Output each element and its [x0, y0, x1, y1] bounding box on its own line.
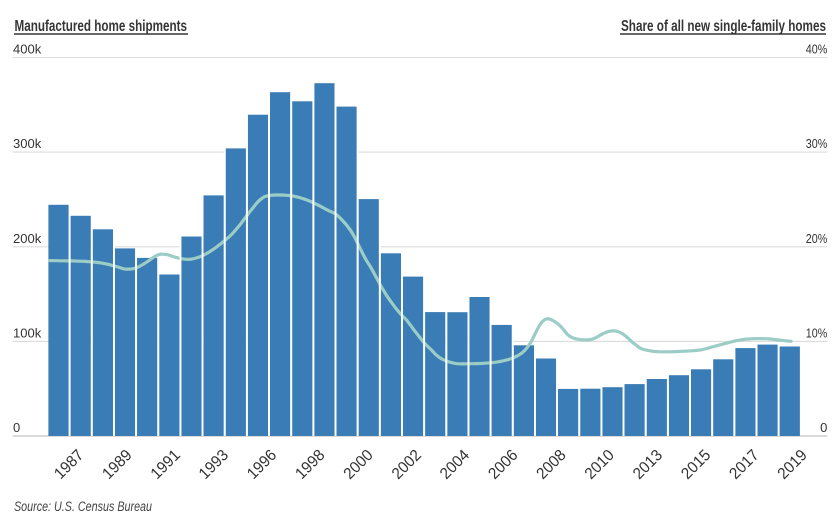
svg-text:0: 0	[820, 420, 827, 435]
svg-text:10%: 10%	[806, 325, 828, 340]
svg-text:Source: U.S. Census Bureau: Source: U.S. Census Bureau	[14, 499, 152, 514]
svg-text:Manufactured home shipments: Manufactured home shipments	[15, 18, 188, 35]
svg-text:100k: 100k	[13, 325, 42, 340]
svg-text:0: 0	[13, 420, 20, 435]
svg-text:200k: 200k	[13, 231, 42, 246]
svg-text:300k: 300k	[13, 136, 42, 151]
svg-text:Share of all new single-family: Share of all new single-family homes	[621, 18, 826, 35]
svg-text:20%: 20%	[806, 231, 828, 246]
svg-text:40%: 40%	[806, 42, 828, 57]
svg-text:30%: 30%	[806, 136, 828, 151]
svg-text:400k: 400k	[13, 42, 42, 57]
